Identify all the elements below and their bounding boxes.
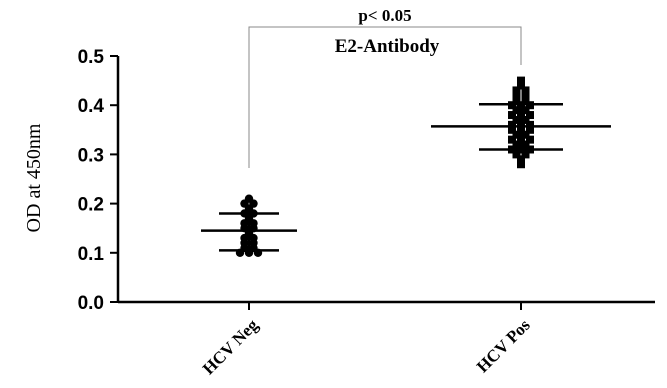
data-point bbox=[521, 96, 530, 105]
data-point bbox=[517, 111, 525, 120]
data-point bbox=[517, 120, 525, 129]
data-point bbox=[526, 125, 534, 134]
chart-title: E2-Antibody bbox=[335, 36, 440, 57]
x-tick-label: HCV Neg bbox=[199, 315, 262, 378]
data-point bbox=[526, 101, 534, 110]
y-tick-label: 0.5 bbox=[78, 47, 105, 68]
data-point bbox=[508, 101, 516, 110]
y-tick-label: 0.2 bbox=[78, 195, 104, 216]
data-point bbox=[512, 86, 521, 95]
group-hcv-neg bbox=[201, 194, 297, 257]
y-tick-label: 0.1 bbox=[78, 244, 105, 265]
data-point bbox=[521, 150, 530, 159]
data-point bbox=[512, 150, 521, 159]
data-point bbox=[526, 111, 534, 120]
data-point bbox=[521, 140, 530, 149]
data-point bbox=[521, 115, 530, 124]
data-point bbox=[517, 160, 525, 169]
data-point bbox=[508, 135, 516, 144]
data-point bbox=[521, 130, 530, 139]
y-tick-label: 0.4 bbox=[78, 96, 105, 117]
data-point bbox=[512, 91, 521, 100]
data-point bbox=[508, 120, 516, 129]
group-hcv-pos bbox=[431, 76, 611, 169]
data-point bbox=[508, 145, 516, 154]
x-tick-label: HCV Pos bbox=[473, 315, 534, 376]
data-point bbox=[517, 76, 525, 85]
data-point bbox=[253, 248, 263, 257]
significance-bracket bbox=[248, 26, 522, 168]
data-point bbox=[521, 106, 530, 115]
data-point bbox=[508, 111, 516, 120]
data-point bbox=[526, 135, 534, 144]
y-tick-label: 0.0 bbox=[78, 293, 104, 314]
data-point bbox=[512, 140, 521, 149]
data-point bbox=[521, 91, 530, 100]
data-point bbox=[526, 145, 534, 154]
x-axis-ticks: HCV Neg HCV Pos bbox=[199, 302, 534, 378]
data-point bbox=[517, 135, 525, 144]
data-marks bbox=[201, 76, 611, 257]
data-point bbox=[517, 125, 525, 134]
y-axis-ticks: 0.0 0.1 0.2 0.3 0.4 0.5 bbox=[78, 47, 118, 314]
data-point bbox=[517, 81, 525, 90]
data-point bbox=[512, 106, 521, 115]
data-point bbox=[517, 145, 525, 154]
data-point bbox=[244, 248, 254, 257]
data-point bbox=[512, 130, 521, 139]
data-point bbox=[521, 86, 530, 95]
data-point bbox=[517, 155, 525, 164]
y-axis-label: OD at 450nm bbox=[23, 123, 45, 232]
data-point bbox=[508, 125, 516, 134]
data-point bbox=[517, 101, 525, 110]
data-point bbox=[235, 248, 245, 257]
data-point bbox=[512, 115, 521, 124]
y-tick-label: 0.3 bbox=[78, 145, 104, 166]
bracket-line bbox=[248, 26, 522, 168]
data-point bbox=[512, 96, 521, 105]
data-point bbox=[526, 120, 534, 129]
p-value-annotation: p< 0.05 bbox=[358, 6, 411, 25]
axes bbox=[116, 56, 655, 304]
